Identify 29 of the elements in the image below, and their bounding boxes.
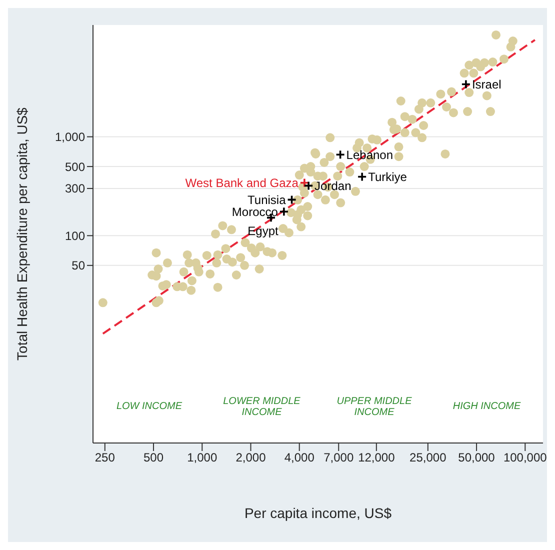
annotation: HIGH INCOME	[452, 401, 522, 412]
series-label: Lebanon	[346, 148, 394, 162]
x-tick-label: 25,000	[410, 450, 447, 465]
x-tick-label: 7,000	[324, 450, 354, 465]
annotation: LOW INCOME	[115, 401, 184, 412]
series-label: West Bank and Gaza	[185, 176, 299, 190]
y-tick-label: 500	[64, 160, 86, 174]
x-tick-label: 4,000	[284, 450, 315, 465]
y-axis-title: Total Health Expenditure per capita, US$	[14, 107, 30, 360]
y-tick-label: 300	[64, 182, 86, 196]
y-tick-label: 100	[64, 228, 86, 243]
x-tick-label: 1,000	[187, 450, 218, 465]
x-tick-label: 50,000	[458, 450, 496, 465]
x-tick-label: 12,000	[358, 450, 396, 465]
annotation: UPPER MIDDLE INCOME	[336, 396, 413, 418]
series-label: Jordan	[314, 178, 352, 193]
x-axis-title: Per capita income, US$	[244, 505, 392, 521]
series-label: Turkiye	[368, 170, 408, 184]
y-tick-label: 50	[72, 258, 86, 273]
x-tick-label: 500	[144, 450, 164, 465]
x-tick-label: 100,000	[503, 450, 548, 465]
series-label: Tunisia	[248, 192, 286, 207]
series-label: Israel	[472, 77, 502, 92]
series-label: Morocco	[232, 204, 278, 219]
x-tick-label: 250	[94, 450, 116, 465]
y-tick-label: 1,000	[54, 130, 86, 144]
annotation: LOWER MIDDLE INCOME	[222, 396, 302, 418]
series-label: Egypt	[248, 224, 280, 238]
x-tick-label: 2,000	[236, 450, 266, 465]
